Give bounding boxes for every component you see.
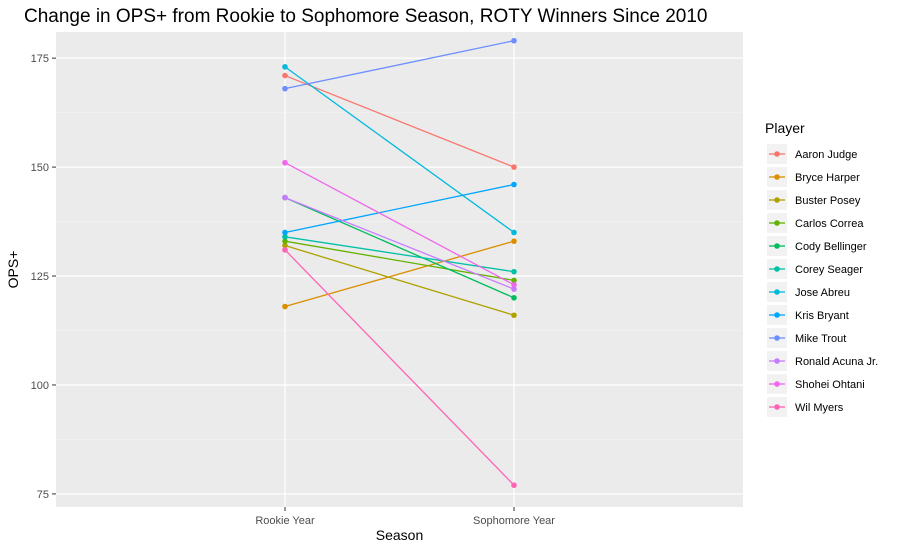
y-tick-label: 75 (37, 489, 49, 501)
legend-key-point (774, 381, 780, 387)
data-point (282, 234, 288, 240)
legend-key-point (774, 197, 780, 203)
series-buster-posey (282, 242, 517, 319)
data-point (511, 229, 517, 236)
legend-key-point (774, 289, 780, 295)
data-point (511, 482, 517, 489)
data-point (282, 242, 288, 249)
series-shohei-ohtani (282, 159, 517, 288)
series-corey-seager (282, 234, 517, 275)
data-point (511, 181, 517, 188)
legend-item: Ronald Acuna Jr. (767, 351, 878, 371)
legend-item: Aaron Judge (767, 144, 857, 164)
legend-key-point (774, 358, 780, 364)
legend-key-point (774, 404, 780, 410)
legend-title: Player (765, 120, 805, 136)
series-line (284, 66, 515, 233)
legend-key-point (774, 312, 780, 318)
data-point (511, 37, 517, 44)
y-axis: 75 100 125 150 175 (31, 53, 56, 501)
chart-title: Change in OPS+ from Rookie to Sophomore … (24, 6, 707, 27)
y-axis-title: OPS+ (5, 251, 21, 289)
series-line (284, 74, 515, 168)
legend-item: Jose Abreu (767, 282, 850, 302)
legend-label: Wil Myers (795, 402, 844, 414)
legend-key-point (774, 335, 780, 341)
series-bryce-harper (282, 238, 517, 310)
legend-item: Mike Trout (767, 328, 846, 348)
data-point (511, 164, 517, 170)
legend-key-point (774, 243, 780, 249)
legend-item: Buster Posey (767, 190, 861, 210)
legend-item: Bryce Harper (767, 167, 860, 187)
x-tick-label: Sophomore Year (473, 515, 555, 527)
data-point (282, 159, 288, 166)
legend-key-point (774, 220, 780, 226)
data-point (282, 229, 288, 236)
data-point (511, 286, 517, 292)
series-line (284, 196, 515, 290)
x-tick-label: Rookie Year (255, 515, 315, 527)
data-point (511, 281, 517, 288)
legend-item: Carlos Correa (767, 213, 864, 233)
legend-label: Bryce Harper (795, 172, 860, 184)
y-tick-label: 150 (31, 162, 49, 174)
legend-label: Aaron Judge (795, 149, 857, 161)
legend-key-point (774, 151, 780, 157)
data-point (511, 277, 517, 284)
series-line (284, 197, 515, 299)
legend-label: Jose Abreu (795, 287, 850, 299)
series-wil-myers (282, 247, 517, 489)
legend-key-point (774, 266, 780, 272)
y-tick-label: 175 (31, 53, 49, 65)
data-point (511, 295, 517, 301)
series-layer (282, 37, 517, 489)
legend-item: Cody Bellinger (767, 236, 867, 256)
x-axis-title: Season (376, 527, 423, 543)
series-aaron-judge (282, 72, 517, 170)
grid-lines (56, 32, 743, 507)
data-point (282, 85, 288, 92)
data-point (282, 238, 288, 244)
legend-label: Buster Posey (795, 195, 861, 207)
series-mike-trout (282, 37, 517, 92)
legend-label: Carlos Correa (795, 218, 864, 230)
data-point (282, 72, 288, 79)
legend-label: Shohei Ohtani (795, 379, 865, 391)
legend-item: Kris Bryant (767, 305, 849, 325)
data-point (282, 64, 288, 70)
legend-label: Mike Trout (795, 333, 846, 345)
series-line (284, 249, 515, 486)
series-line (284, 162, 515, 286)
series-line (284, 244, 515, 316)
data-point (282, 194, 288, 201)
series-kris-bryant (282, 181, 517, 236)
legend-label: Ronald Acuna Jr. (795, 356, 878, 368)
series-line (284, 183, 515, 234)
plot-panel (56, 32, 743, 507)
legend-key-point (774, 174, 780, 180)
legend-label: Corey Seager (795, 264, 863, 276)
series-line (284, 40, 515, 90)
data-point (282, 303, 288, 310)
series-line (284, 236, 515, 273)
y-tick-label: 125 (31, 271, 49, 283)
legend-label: Cody Bellinger (795, 241, 867, 253)
legend-item: Wil Myers (767, 397, 844, 417)
series-jose-abreu (282, 64, 517, 236)
legend-item: Corey Seager (767, 259, 863, 279)
data-point (511, 238, 517, 244)
series-ronald-acuna-jr (282, 194, 517, 292)
x-axis: Rookie Year Sophomore Year (255, 507, 555, 527)
data-point (282, 247, 288, 253)
data-point (511, 268, 517, 275)
legend-item: Shohei Ohtani (767, 374, 865, 394)
data-point (511, 312, 517, 319)
legend: Player Aaron Judge Bryce Harper Buster Pos… (765, 120, 878, 417)
series-line (284, 240, 515, 308)
legend-label: Kris Bryant (795, 310, 849, 322)
y-tick-label: 100 (31, 380, 49, 392)
